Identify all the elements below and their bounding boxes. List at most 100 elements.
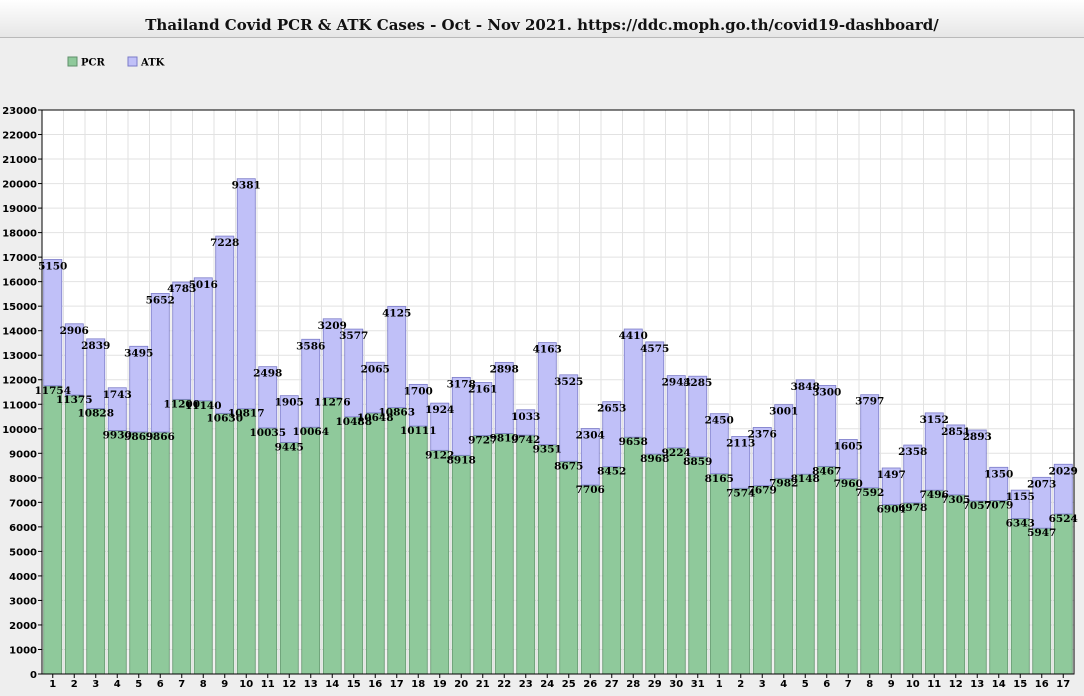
data-label-pcr: 8148 [791,473,820,485]
x-tick-label: 17 [390,679,404,690]
x-tick-label: 7 [845,679,852,690]
bar-pcr [473,435,493,675]
data-label-atk: 3797 [855,396,884,408]
legend-swatch-atk [127,56,138,67]
bar-atk [258,366,278,429]
data-label-pcr: 9727 [468,434,497,446]
data-label-atk: 2906 [60,325,89,337]
data-label-atk: 3577 [339,330,368,342]
x-tick-label: 9 [221,679,228,690]
bar-atk [795,379,815,475]
y-tick-label: 4000 [9,572,37,583]
x-tick-label: 2 [737,679,744,690]
data-labels: 11754 5150 11375 2906 10828 2839 9930 1743 9869 3… [34,180,1077,539]
data-label-pcr: 10817 [228,408,265,420]
data-label-pcr: 9866 [146,431,175,443]
bar-atk [387,306,407,409]
data-label-pcr: 8675 [554,460,583,472]
bar-pcr [967,500,987,675]
bar-atk [150,293,170,433]
x-tick-label: 3 [92,679,99,690]
x-tick-label: 19 [433,679,447,690]
data-label-atk: 2161 [468,383,497,395]
bar-atk [494,361,514,434]
data-label-pcr: 7960 [834,478,863,490]
y-tick-label: 21000 [2,155,37,166]
bar-atk [473,382,493,436]
x-tick-label: 27 [605,679,619,690]
x-tick-label: 24 [540,679,554,690]
x-tick-label: 21 [476,679,490,690]
bar-pcr [150,431,170,675]
bar-pcr [408,425,428,675]
x-tick-label: 11 [261,679,275,690]
bar-atk [1032,476,1052,529]
x-tick-label: 16 [1035,679,1049,690]
bar-pcr [924,489,944,675]
bar-atk [774,404,794,479]
y-tick-label: 19000 [2,204,37,215]
bar-pcr [107,430,127,675]
data-label-atk: 3300 [812,386,841,398]
data-label-pcr: 9224 [662,447,691,459]
x-tick-label: 18 [411,679,425,690]
data-label-pcr: 9122 [425,449,454,461]
bar-pcr [688,456,708,675]
data-label-pcr: 7982 [769,477,798,489]
data-label-pcr: 9445 [275,441,304,453]
bar-atk [64,323,84,396]
bar-pcr [494,433,514,675]
data-label-atk: 1155 [1006,491,1035,503]
data-label-pcr: 8918 [447,454,476,466]
bar-atk [580,428,600,486]
data-label-atk: 1033 [511,411,540,423]
data-label-atk: 3285 [683,377,712,389]
x-tick-label: 1 [49,679,56,690]
bar-atk [107,387,127,431]
y-tick-label: 9000 [9,449,37,460]
data-label-pcr: 11200 [163,398,200,410]
bar-pcr [731,487,751,675]
data-label-atk: 3001 [769,406,798,418]
x-tick-label: 13 [970,679,984,690]
bar-atk [1053,463,1073,515]
x-tick-label: 14 [992,679,1006,690]
data-label-pcr: 10064 [292,426,329,438]
data-label-atk: 4410 [619,330,648,342]
data-label-atk: 2898 [490,363,519,375]
bar-atk [365,361,385,414]
bar-pcr [709,473,729,675]
data-label-pcr: 7679 [748,485,777,497]
y-tick-label: 17000 [2,253,37,264]
data-label-atk: 2029 [1049,465,1078,477]
data-label-pcr: 9742 [511,434,540,446]
bar-pcr [666,447,686,675]
bar-atk [881,467,901,506]
bar-pcr [365,412,385,675]
plot-border [41,109,1075,675]
bar-atk [516,409,536,436]
data-label-atk: 1700 [404,385,433,397]
bar-pcr [817,465,837,675]
bar-atk [43,259,63,387]
data-label-pcr: 8165 [705,473,734,485]
bar-pcr [1010,518,1030,675]
data-label-pcr: 7079 [984,499,1013,511]
bar-atk [924,412,944,491]
axes: 0 1000 2000 3000 4000 5000 6000 7000 8000 9000 100… [2,106,1075,690]
data-label-atk: 4125 [382,307,411,319]
bar-pcr [602,466,622,675]
y-tick-label: 22000 [2,131,37,142]
x-tick-label: 31 [691,679,705,690]
data-label-pcr: 10111 [400,425,437,437]
x-tick-label: 5 [135,679,142,690]
x-tick-label: 7 [178,679,185,690]
bar-pcr [279,441,299,675]
bar-atk [537,342,557,446]
bar-atk [903,444,923,504]
bar-pcr [64,394,84,675]
bar-atk [129,345,149,433]
x-tick-label: 10 [906,679,920,690]
data-label-atk: 2839 [81,340,110,352]
bar-atk [1010,489,1030,519]
